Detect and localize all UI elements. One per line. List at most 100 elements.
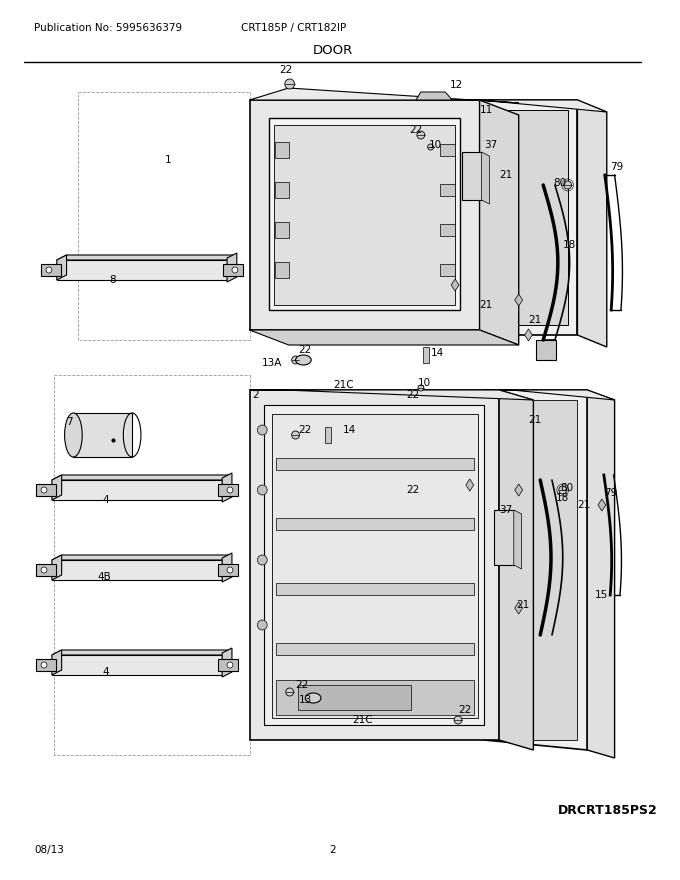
- Polygon shape: [275, 262, 289, 278]
- Polygon shape: [73, 413, 132, 457]
- Circle shape: [258, 620, 267, 630]
- Circle shape: [454, 716, 462, 724]
- Polygon shape: [450, 100, 607, 112]
- Circle shape: [428, 144, 434, 150]
- Text: DRCRT185PS2: DRCRT185PS2: [558, 803, 658, 817]
- Polygon shape: [52, 655, 222, 675]
- Text: 22: 22: [406, 390, 420, 400]
- Text: 79: 79: [604, 488, 617, 498]
- Polygon shape: [41, 264, 61, 276]
- Polygon shape: [222, 473, 232, 502]
- Polygon shape: [250, 390, 533, 400]
- Polygon shape: [52, 555, 232, 560]
- Polygon shape: [466, 479, 474, 491]
- Text: 18: 18: [556, 493, 569, 503]
- Polygon shape: [515, 294, 523, 306]
- Polygon shape: [250, 330, 519, 345]
- Ellipse shape: [305, 693, 321, 703]
- Polygon shape: [276, 458, 474, 470]
- Polygon shape: [499, 390, 533, 750]
- Polygon shape: [56, 255, 67, 280]
- Text: 14: 14: [430, 348, 444, 358]
- Text: 21: 21: [517, 600, 530, 610]
- Polygon shape: [250, 88, 519, 103]
- Polygon shape: [441, 264, 455, 276]
- Polygon shape: [272, 414, 477, 718]
- Polygon shape: [276, 583, 474, 595]
- Text: 22: 22: [409, 125, 422, 135]
- Text: 2: 2: [329, 845, 336, 855]
- Text: 13: 13: [299, 695, 311, 705]
- Text: 37: 37: [484, 140, 498, 150]
- Text: 21C: 21C: [352, 715, 373, 725]
- Polygon shape: [52, 560, 222, 580]
- Polygon shape: [56, 255, 237, 260]
- Polygon shape: [588, 390, 615, 758]
- Polygon shape: [52, 650, 232, 655]
- Text: 22: 22: [279, 65, 292, 75]
- Ellipse shape: [65, 413, 82, 457]
- Polygon shape: [227, 253, 237, 282]
- Text: 21: 21: [499, 170, 512, 180]
- Polygon shape: [524, 329, 532, 341]
- Polygon shape: [52, 475, 232, 480]
- Polygon shape: [484, 390, 615, 400]
- Polygon shape: [484, 390, 588, 750]
- Text: 21: 21: [479, 300, 493, 310]
- Ellipse shape: [296, 355, 311, 365]
- Polygon shape: [52, 475, 62, 500]
- Text: 22: 22: [406, 485, 420, 495]
- Circle shape: [258, 555, 267, 565]
- Text: 11: 11: [479, 105, 493, 115]
- Polygon shape: [265, 405, 484, 725]
- Circle shape: [232, 267, 238, 273]
- Text: DOOR: DOOR: [313, 43, 353, 56]
- Polygon shape: [36, 659, 56, 671]
- Polygon shape: [36, 564, 56, 576]
- Polygon shape: [460, 110, 568, 325]
- Text: 18: 18: [563, 240, 576, 250]
- Text: 22: 22: [296, 680, 309, 690]
- Polygon shape: [450, 100, 577, 335]
- Polygon shape: [250, 100, 479, 330]
- Polygon shape: [423, 347, 428, 363]
- Polygon shape: [275, 182, 289, 198]
- Text: 08/13: 08/13: [34, 845, 64, 855]
- Polygon shape: [222, 553, 232, 582]
- Text: 22: 22: [458, 705, 471, 715]
- Text: 79: 79: [610, 162, 623, 172]
- Circle shape: [46, 267, 52, 273]
- Polygon shape: [462, 152, 481, 200]
- Text: Publication No: 5995636379: Publication No: 5995636379: [34, 23, 182, 33]
- Text: 10: 10: [418, 378, 431, 388]
- Polygon shape: [250, 390, 499, 740]
- Polygon shape: [479, 100, 519, 345]
- Polygon shape: [218, 484, 238, 496]
- Polygon shape: [36, 484, 56, 496]
- Text: 4: 4: [103, 495, 109, 505]
- Text: 12: 12: [450, 80, 464, 90]
- Text: 80: 80: [560, 483, 573, 493]
- Polygon shape: [441, 184, 455, 196]
- Polygon shape: [218, 564, 238, 576]
- Text: 10: 10: [428, 140, 442, 150]
- Circle shape: [41, 567, 47, 573]
- Text: 21C: 21C: [333, 380, 354, 390]
- Circle shape: [227, 567, 233, 573]
- Polygon shape: [218, 659, 238, 671]
- Circle shape: [258, 485, 267, 495]
- Polygon shape: [52, 650, 62, 675]
- Circle shape: [417, 131, 425, 139]
- Text: 15: 15: [595, 590, 609, 600]
- Polygon shape: [52, 480, 222, 500]
- Polygon shape: [598, 499, 606, 511]
- Polygon shape: [515, 484, 523, 496]
- Text: 21: 21: [528, 315, 542, 325]
- Polygon shape: [276, 643, 474, 655]
- Polygon shape: [494, 510, 514, 565]
- Polygon shape: [269, 118, 460, 310]
- Circle shape: [418, 385, 424, 391]
- Text: 21: 21: [577, 500, 591, 510]
- Polygon shape: [52, 555, 62, 580]
- Polygon shape: [325, 427, 330, 443]
